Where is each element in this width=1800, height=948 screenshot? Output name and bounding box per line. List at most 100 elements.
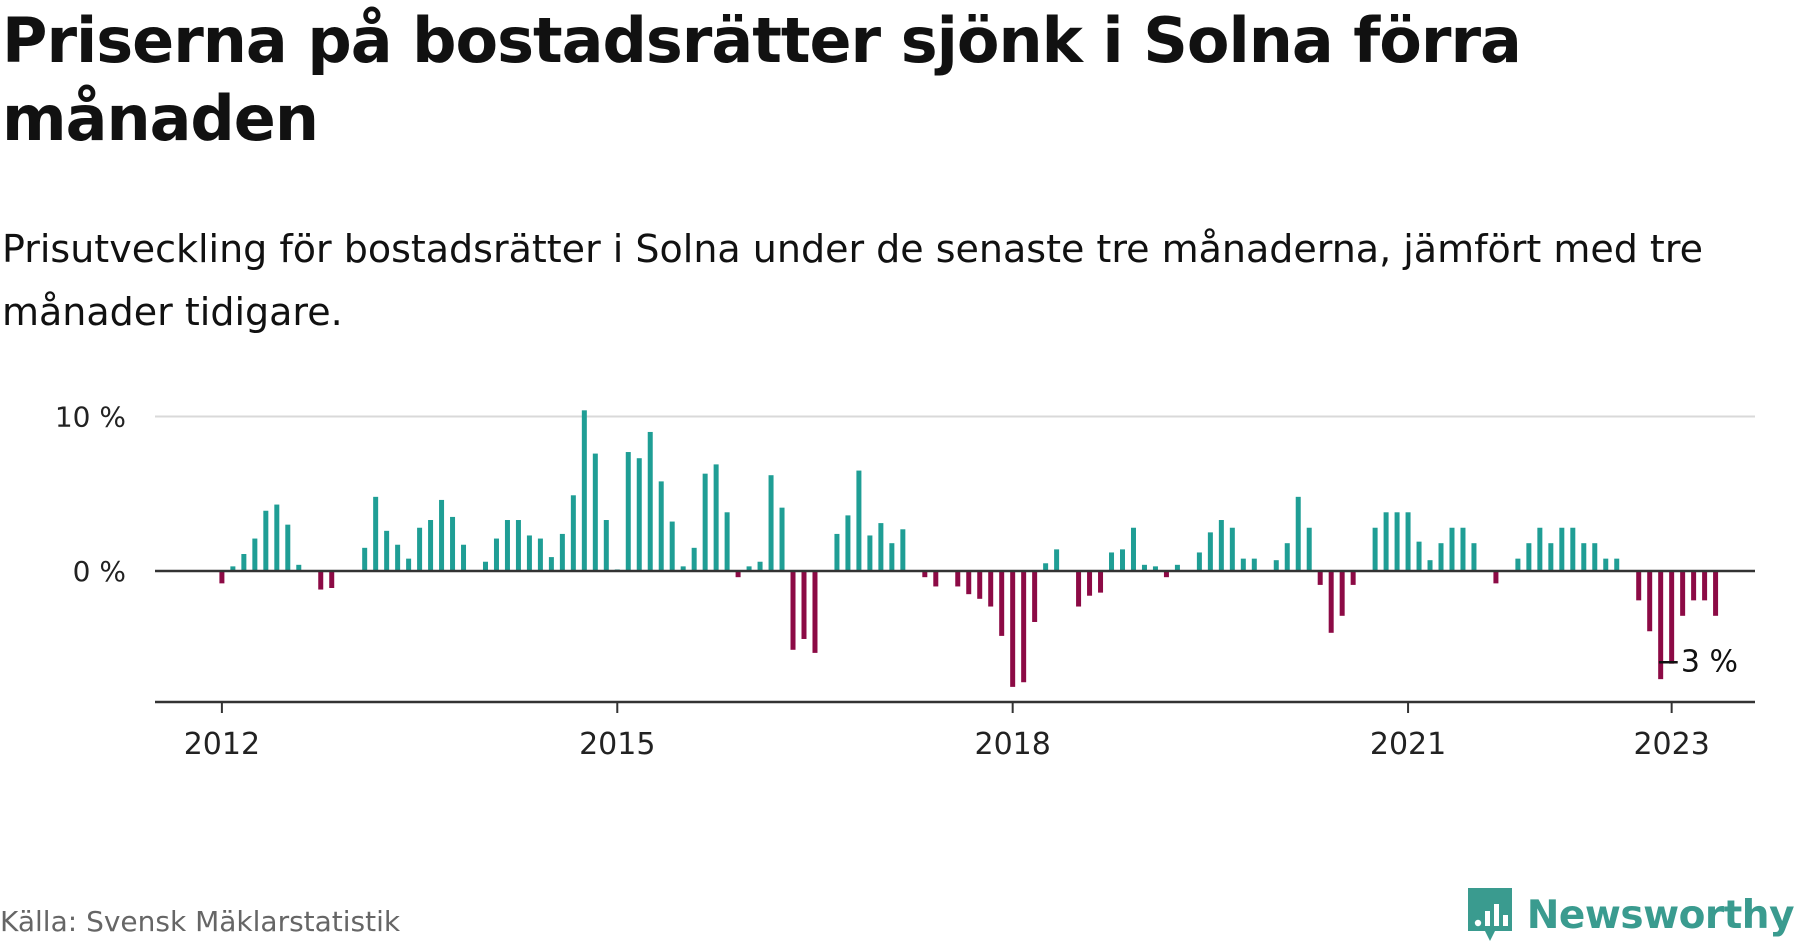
annotation-label: −3 % (1656, 645, 1738, 680)
y-tick-label: 0 % (73, 555, 126, 588)
bar (1295, 496, 1301, 571)
bar (933, 571, 939, 587)
bar (285, 524, 291, 571)
bar (636, 458, 642, 571)
bar (581, 410, 587, 571)
bar (493, 538, 499, 571)
bar (1383, 512, 1389, 571)
chart-title: Priserna på bostadsrätter sjönk i Solna … (2, 4, 1522, 155)
bar (1427, 560, 1433, 571)
bar (1109, 552, 1115, 571)
bar (1713, 571, 1719, 616)
bar (482, 561, 488, 571)
bar (1592, 543, 1598, 571)
bar (1251, 558, 1257, 571)
bar (1120, 549, 1126, 571)
bar (812, 571, 818, 653)
bar (241, 554, 247, 571)
bar (592, 453, 598, 571)
bar (1537, 527, 1543, 571)
bar (1702, 571, 1708, 601)
bar (1339, 571, 1345, 616)
bar (702, 473, 708, 571)
bars (219, 410, 1719, 687)
bar (1691, 571, 1697, 601)
bar (790, 571, 796, 650)
bar (658, 481, 664, 571)
bar (1372, 527, 1378, 571)
bar (834, 533, 840, 571)
bar (1240, 558, 1246, 571)
bar (922, 571, 928, 578)
bar (1669, 571, 1675, 664)
bar (625, 452, 631, 571)
bar (955, 571, 961, 587)
x-tick-label: 2012 (184, 727, 260, 762)
bar (1174, 564, 1180, 571)
bar (1526, 543, 1532, 571)
bar (406, 558, 412, 571)
bar (1460, 527, 1466, 571)
bar (1273, 560, 1279, 571)
bar (439, 499, 445, 571)
x-tick-label: 2018 (974, 727, 1050, 762)
bar (1032, 571, 1038, 622)
bar (515, 520, 521, 571)
bar (779, 507, 785, 571)
bar (526, 535, 532, 571)
bar (1438, 543, 1444, 571)
x-tick-label: 2015 (579, 727, 655, 762)
bar (1306, 527, 1312, 571)
bar (1636, 571, 1642, 601)
bar (417, 527, 423, 571)
bar (362, 547, 368, 571)
bar (230, 566, 236, 571)
bar (977, 571, 983, 599)
brand-logo[interactable]: Newsworthy (1465, 885, 1795, 945)
bar (1130, 527, 1136, 571)
chart-subtitle: Prisutveckling för bostadsrätter i Solna… (2, 227, 1703, 334)
bar (1043, 563, 1049, 571)
bar (680, 566, 686, 571)
annotation-marker (1645, 659, 1655, 669)
bar (1087, 571, 1093, 596)
bar (1471, 543, 1477, 571)
bar (691, 547, 697, 571)
bar (1658, 571, 1664, 680)
bar (757, 561, 763, 571)
axes (155, 569, 1755, 713)
bar (669, 521, 675, 571)
bar (1054, 549, 1060, 571)
bar (724, 512, 730, 571)
bar (1350, 571, 1356, 585)
bar (504, 520, 510, 571)
bar (548, 557, 554, 571)
bar (1515, 558, 1521, 571)
bar (900, 529, 906, 571)
bar (801, 571, 807, 639)
bar (999, 571, 1005, 636)
source-note: Källa: Svensk Mäklarstatistik (0, 905, 401, 938)
bar (318, 571, 324, 590)
bar (219, 571, 225, 584)
x-tick-label: 2021 (1370, 727, 1446, 762)
bar (1163, 571, 1169, 578)
bar (274, 504, 280, 571)
bar (373, 496, 379, 571)
bar (1416, 541, 1422, 571)
bar (867, 535, 873, 571)
newsworthy-logo-icon (1467, 888, 1512, 941)
bar (1680, 571, 1686, 616)
bar (1098, 571, 1104, 593)
bar (1284, 543, 1290, 571)
bar (988, 571, 994, 607)
bar (329, 571, 335, 588)
bar (1207, 532, 1213, 571)
bar (889, 543, 895, 571)
bar (1581, 543, 1587, 571)
y-tick-label: 10 % (55, 401, 126, 434)
bar (1603, 558, 1609, 571)
bar (1394, 512, 1400, 571)
bar (1076, 571, 1082, 607)
brand-name: Newsworthy (1526, 892, 1795, 938)
